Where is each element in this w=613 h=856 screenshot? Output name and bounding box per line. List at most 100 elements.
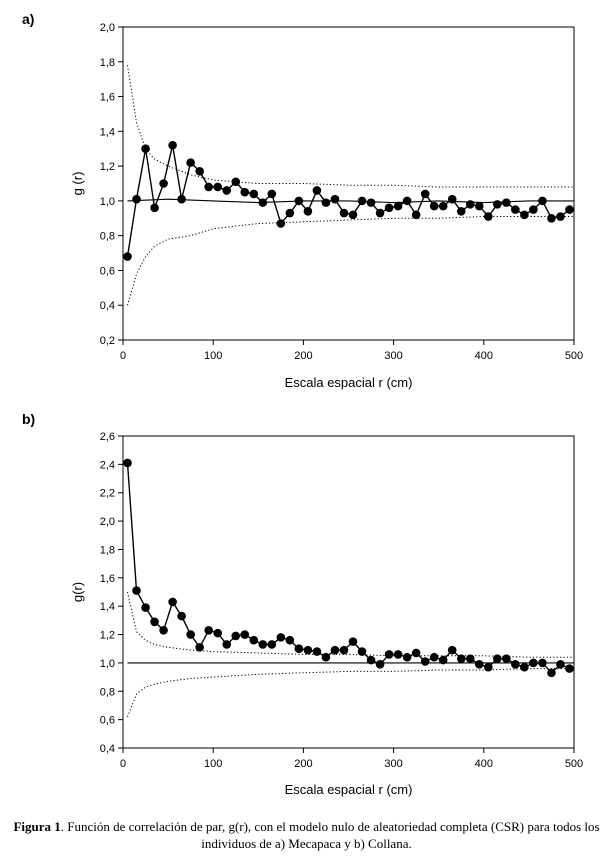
data-point [159,179,168,188]
y-axis-label: g (r) [70,172,85,196]
data-point [276,633,286,642]
data-point [348,210,358,220]
x-tick-label: 500 [565,758,583,770]
y-tick-label: 0,8 [100,231,115,243]
x-tick-label: 100 [204,758,222,770]
data-point [123,458,132,468]
data-point [375,660,385,669]
data-point [321,198,331,207]
data-point [159,625,168,635]
series-line-observed [126,462,570,674]
x-axis-label: Escala espacial r (cm) [285,782,413,797]
y-tick-label: 0,2 [100,335,115,347]
data-point [231,631,241,641]
data-point [150,617,159,627]
figure-caption: Figura 1. Función de correlación de par,… [0,818,613,852]
data-point [511,660,520,669]
series-line-lower-envelope [127,668,574,717]
data-point [123,252,132,261]
data-point [186,158,195,167]
data-point [285,208,295,218]
data-point [195,167,204,176]
x-tick-label: 200 [294,350,312,362]
data-point [493,200,502,209]
y-tick-label: 0,4 [100,743,115,755]
data-point [222,640,232,649]
data-point [312,186,322,195]
data-point [303,207,313,216]
x-tick-label: 200 [294,758,312,770]
y-tick-label: 0,6 [100,715,115,727]
x-tick-label: 0 [120,350,126,362]
y-tick-label: 1,2 [100,161,115,173]
y-tick-label: 0,6 [100,265,115,277]
data-point [375,208,385,218]
y-tick-label: 1,6 [100,92,115,104]
series-line-upper-envelope [127,591,574,658]
data-point [141,603,150,612]
data-point [547,668,556,678]
y-tick-label: 0,4 [100,300,115,312]
y-tick-label: 1,8 [100,544,115,556]
data-point [213,628,223,638]
data-point [465,654,475,663]
x-tick-label: 500 [565,350,583,362]
y-tick-label: 1,2 [100,630,115,642]
data-point [366,655,376,665]
data-point [303,645,313,655]
panel-letter: a) [22,11,34,27]
data-point [213,182,223,192]
data-point [384,203,394,213]
data-point [565,664,574,673]
x-tick-label: 300 [384,350,402,362]
data-point [511,205,520,214]
data-point [177,194,186,204]
data-point [465,200,475,209]
data-point [222,186,232,195]
data-point [177,611,186,621]
chart-panel-b: b) 0,4 0,6 0,8 1,0 1,2 1,4 1,6 1,8 2,0 2,2 2,4 2,6 0 1… [22,411,583,797]
data-point [402,196,412,206]
data-point [132,586,141,595]
y-tick-label: 0,8 [100,686,115,698]
data-point [565,205,574,214]
x-axis-label: Escala espacial r (cm) [285,375,413,390]
data-point [420,189,430,199]
data-point [366,198,376,207]
data-point [312,647,322,656]
x-tick-label: 0 [120,758,126,770]
x-tick-label: 300 [384,758,402,770]
y-tick-label: 2,6 [100,431,115,443]
data-point [484,662,493,672]
data-point [520,662,529,672]
plot-frame [122,26,575,341]
data-point [429,652,439,662]
data-point [547,213,556,223]
data-point [186,630,195,639]
data-point [357,647,367,656]
data-point [330,645,340,655]
data-point [330,194,340,204]
y-tick-label: 1,4 [100,601,115,613]
data-point [411,648,421,658]
data-point [384,650,394,659]
plot-frame [122,435,575,749]
data-point [456,207,466,216]
x-tick-label: 400 [475,758,493,770]
data-point [249,635,259,645]
data-point [393,650,403,659]
data-point [393,201,403,211]
series-line-csr-mean [127,198,574,204]
series-line-lower-envelope [127,216,574,306]
data-point [258,640,268,649]
data-point [267,640,277,649]
data-point [168,140,177,150]
y-tick-label: 1,0 [100,658,115,670]
data-point [249,189,259,199]
data-point [438,201,448,211]
data-point [520,210,529,220]
data-point [529,205,538,214]
data-point [474,201,484,211]
y-tick-label: 1,0 [100,196,115,208]
data-point [402,652,412,662]
